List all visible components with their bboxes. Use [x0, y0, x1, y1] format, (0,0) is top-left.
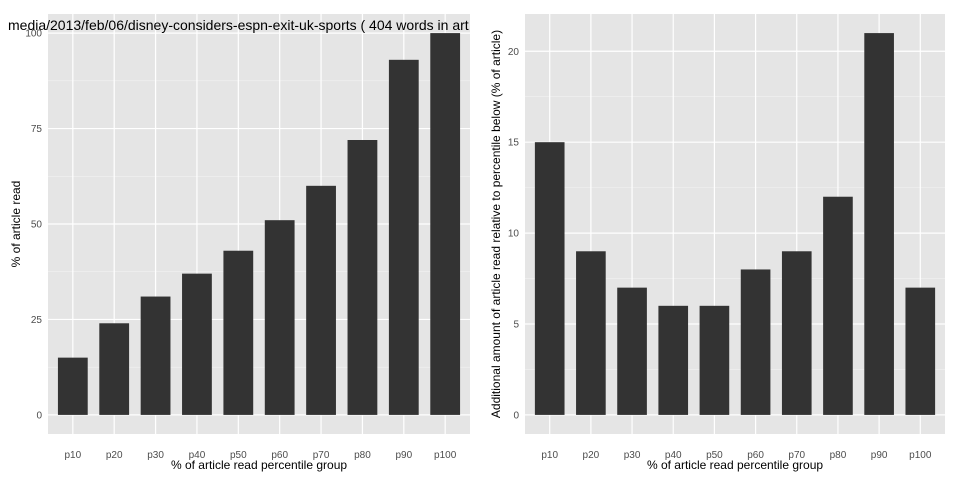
bar-p80	[347, 140, 378, 415]
x-tick-label: p80	[354, 450, 371, 461]
bar-p10	[534, 142, 565, 415]
left-x-tick-labels: p10 p20 p30 p40 p50 p60 p70 p80 p90 p100	[64, 450, 456, 461]
bar-p30	[617, 287, 647, 415]
bar-p50	[699, 305, 730, 415]
x-tick-label: p90	[395, 450, 412, 461]
right-x-tick-labels: p10 p20 p30 p40 p50 p60 p70 p80 p90 p100	[541, 450, 931, 461]
bar-p90	[864, 33, 894, 415]
x-tick-label: p90	[871, 450, 888, 461]
left-chart-title: media/2013/feb/06/disney-considers-espn-…	[8, 17, 469, 33]
bar-p40	[658, 305, 689, 415]
left-y-tick-labels: 0 25 50 75 100	[25, 29, 42, 422]
bar-p60	[740, 269, 771, 415]
x-tick-label: p20	[583, 450, 600, 461]
y-tick-label: 5	[513, 320, 519, 331]
y-tick-label: 20	[508, 47, 520, 58]
right-y-axis-title: Additional amount of article read relati…	[489, 30, 503, 418]
y-tick-label: 0	[36, 410, 42, 421]
bar-p20	[99, 323, 130, 415]
bar-p60	[264, 220, 295, 415]
bar-p90	[388, 59, 419, 415]
bar-p70	[306, 185, 336, 415]
x-tick-label: p20	[106, 450, 123, 461]
x-tick-label: p40	[189, 450, 206, 461]
x-tick-label: p10	[64, 450, 81, 461]
right-chart: 0 5 10 15 20 p10 p20 p30 p40 p50 p60 p70 p80 p90 p100…	[489, 14, 945, 472]
x-tick-label: p80	[830, 450, 847, 461]
bar-p80	[823, 196, 853, 415]
bar-p10	[57, 357, 88, 415]
x-tick-label: p100	[909, 450, 932, 461]
right-x-axis-title: % of article read percentile group	[647, 458, 823, 472]
x-tick-label: p60	[747, 450, 764, 461]
x-tick-label: p50	[706, 450, 723, 461]
bar-p50	[223, 250, 254, 415]
left-y-axis-title: % of article read	[9, 181, 23, 268]
x-tick-label: p10	[541, 450, 558, 461]
x-tick-label: p50	[230, 450, 247, 461]
y-tick-label: 15	[508, 138, 520, 149]
bar-p70	[781, 251, 812, 415]
left-bars	[57, 33, 461, 415]
y-tick-label: 10	[508, 229, 520, 240]
right-y-tick-labels: 0 5 10 15 20	[508, 47, 520, 422]
x-tick-label: p70	[788, 450, 805, 461]
x-tick-label: p60	[271, 450, 288, 461]
x-tick-label: p40	[665, 450, 682, 461]
x-tick-label: p30	[624, 450, 641, 461]
x-tick-label: p30	[147, 450, 164, 461]
x-tick-label: p70	[313, 450, 330, 461]
bar-p100	[430, 33, 461, 415]
bar-p40	[182, 273, 212, 415]
bar-p30	[140, 296, 171, 415]
right-bars	[534, 33, 936, 415]
y-tick-label: 75	[31, 124, 43, 135]
left-x-axis-title: % of article read percentile group	[171, 458, 347, 472]
x-tick-label: p100	[434, 450, 457, 461]
y-tick-label: 100	[25, 29, 42, 40]
bar-p20	[576, 251, 606, 415]
y-tick-label: 25	[31, 315, 43, 326]
bar-p100	[905, 287, 936, 415]
y-tick-label: 0	[513, 410, 519, 421]
y-tick-label: 50	[31, 220, 43, 231]
